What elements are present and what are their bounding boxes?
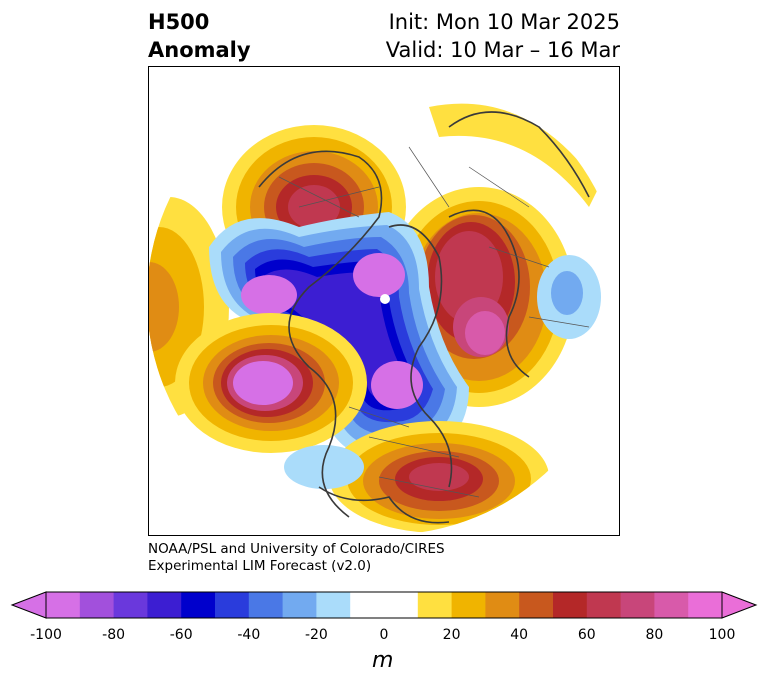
colorbar-cell bbox=[113, 592, 148, 618]
colorbar-cell bbox=[485, 592, 520, 618]
north-pole-marker bbox=[380, 294, 390, 304]
colorbar-cell bbox=[586, 592, 622, 618]
colorbar-tick-label: 80 bbox=[645, 627, 664, 643]
colorbar-cell bbox=[316, 592, 351, 618]
colorbar-cell bbox=[248, 592, 284, 618]
colorbar-tick-label: -60 bbox=[169, 627, 193, 643]
colorbar-tick-label: 100 bbox=[708, 627, 736, 643]
colorbar bbox=[10, 591, 758, 619]
colorbar-tick-label: 40 bbox=[510, 627, 529, 643]
credit-line-1: NOAA/PSL and University of Colorado/CIRE… bbox=[148, 541, 445, 557]
colorbar-cell bbox=[147, 592, 182, 618]
colorbar-extend-right bbox=[721, 591, 758, 619]
colorbar-cell bbox=[79, 592, 115, 618]
colorbar-tick-label: -20 bbox=[304, 627, 328, 643]
colorbar-cell bbox=[451, 592, 486, 618]
valid-range: Valid: 10 Mar – 16 Mar bbox=[385, 38, 620, 62]
colorbar-cell bbox=[350, 592, 385, 618]
colorbar-cell bbox=[519, 592, 554, 618]
colorbar-outline bbox=[45, 591, 723, 619]
ridge-pacific-lower bbox=[175, 313, 367, 453]
map-graphic bbox=[149, 67, 617, 533]
ridge-arctic-arc bbox=[429, 103, 599, 207]
colorbar-cell bbox=[282, 592, 317, 618]
colorbar-tick-label: -100 bbox=[30, 627, 62, 643]
colorbar-extend-left bbox=[10, 591, 47, 619]
title-right: Init: Mon 10 Mar 2025 Valid: 10 Mar – 16… bbox=[386, 8, 620, 64]
init-date: Init: Mon 10 Mar 2025 bbox=[388, 10, 620, 34]
colorbar-tick-label: -40 bbox=[237, 627, 261, 643]
colorbar-unit: m bbox=[372, 648, 394, 673]
coastlines bbox=[258, 111, 590, 524]
credit: NOAA/PSL and University of Colorado/CIRE… bbox=[148, 541, 445, 575]
colorbar-cell bbox=[688, 592, 723, 618]
colorbar-cell bbox=[620, 592, 655, 618]
colorbar-cell bbox=[654, 592, 689, 618]
colorbar-cell bbox=[553, 592, 588, 618]
colorbar-ticks: -100 -80 -60 -40 -20 0 20 40 60 80 100 bbox=[0, 627, 768, 647]
colorbar-tick-label: 60 bbox=[577, 627, 596, 643]
colorbar-cell bbox=[417, 592, 453, 618]
colorbar-cell bbox=[46, 592, 81, 618]
variable-label: H500 bbox=[148, 10, 210, 34]
anomaly-map bbox=[148, 66, 620, 536]
title-left: H500 Anomaly bbox=[148, 8, 251, 64]
credit-line-2: Experimental LIM Forecast (v2.0) bbox=[148, 558, 372, 574]
ridge-eastern-us bbox=[329, 421, 549, 533]
colorbar-cell bbox=[384, 592, 419, 618]
colorbar-tick-label: 0 bbox=[379, 627, 389, 643]
borders bbox=[278, 146, 590, 498]
colorbar-cells bbox=[46, 592, 723, 618]
colorbar-cell bbox=[215, 592, 250, 618]
colorbar-cell bbox=[181, 592, 216, 618]
field-label: Anomaly bbox=[148, 38, 251, 62]
colorbar-tick-label: 20 bbox=[442, 627, 461, 643]
colorbar-tick-label: -80 bbox=[102, 627, 126, 643]
